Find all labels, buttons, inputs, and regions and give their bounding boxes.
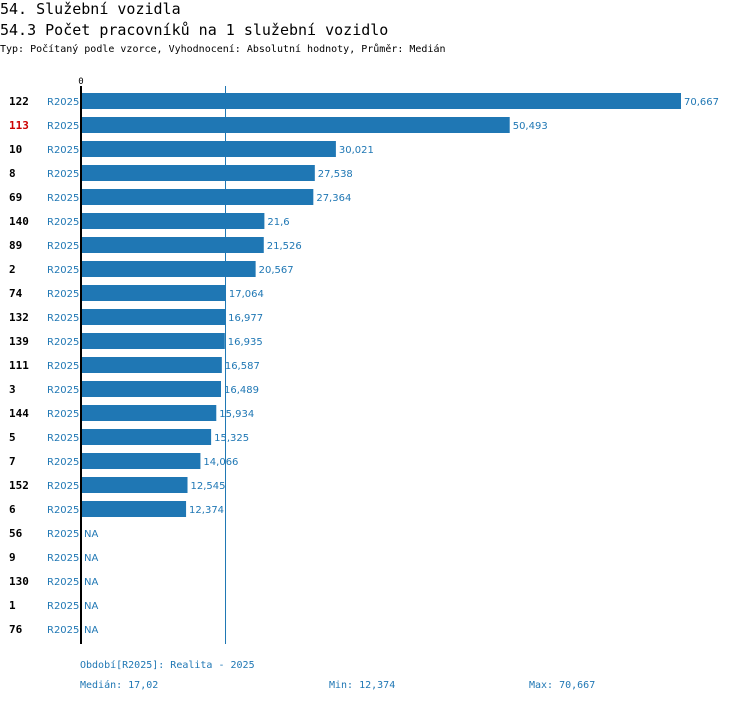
- row-period-label: R2025: [47, 577, 79, 588]
- row-period-label: R2025: [47, 481, 79, 492]
- bar: [81, 117, 510, 133]
- page-title: 54. Služební vozidla: [0, 0, 181, 18]
- row-period-label: R2025: [47, 553, 79, 564]
- bar: [81, 141, 336, 157]
- row-id-label: 5: [9, 431, 16, 444]
- bar-value-label: 27,364: [316, 193, 351, 204]
- bar: [81, 477, 188, 493]
- row-period-label: R2025: [47, 313, 79, 324]
- bar-value-label: 16,935: [228, 337, 263, 348]
- row-period-label: R2025: [47, 385, 79, 396]
- bar-value-label: NA: [84, 625, 98, 636]
- bar-value-label: 27,538: [318, 169, 353, 180]
- row-id-label: 56: [9, 527, 23, 540]
- row-period-label: R2025: [47, 265, 79, 276]
- row-period-label: R2025: [47, 217, 79, 228]
- bar: [81, 357, 222, 373]
- row-id-label: 3: [9, 383, 16, 396]
- bar-value-label: NA: [84, 577, 98, 588]
- bar-value-label: NA: [84, 529, 98, 540]
- row-id-label: 9: [9, 551, 16, 564]
- bar: [81, 285, 226, 301]
- bar-value-label: 15,325: [214, 433, 249, 444]
- row-period-label: R2025: [47, 337, 79, 348]
- bar-value-label: 14,066: [203, 457, 238, 468]
- max-stat: Max: 70,667: [529, 680, 596, 691]
- median-stat: Medián: 17,02: [80, 680, 159, 691]
- chart-title: 54.3 Počet pracovníků na 1 služební vozi…: [0, 21, 389, 39]
- row-id-label: 152: [9, 479, 29, 492]
- period-legend: Období[R2025]: Realita - 2025: [80, 660, 255, 671]
- row-id-label: 74: [9, 287, 23, 300]
- bar: [81, 261, 256, 277]
- bar-value-label: NA: [84, 553, 98, 564]
- bar-value-label: 16,977: [228, 313, 263, 324]
- bar: [81, 93, 681, 109]
- row-id-label: 122: [9, 95, 29, 108]
- row-id-label: 139: [9, 335, 29, 348]
- bar: [81, 189, 314, 205]
- bar: [81, 237, 264, 253]
- bar: [81, 429, 212, 445]
- row-id-label: 89: [9, 239, 22, 252]
- row-id-label: 8: [9, 167, 16, 180]
- row-period-label: R2025: [47, 145, 79, 156]
- bar-value-label: NA: [84, 601, 98, 612]
- row-period-label: R2025: [47, 505, 79, 516]
- row-period-label: R2025: [47, 457, 79, 468]
- row-period-label: R2025: [47, 97, 79, 108]
- bar-value-label: 20,567: [259, 265, 294, 276]
- bar-value-label: 70,667: [684, 97, 719, 108]
- bar: [81, 309, 226, 325]
- bar-value-label: 21,6: [267, 217, 289, 228]
- bar-value-label: 16,489: [224, 385, 259, 396]
- bar: [81, 333, 225, 349]
- row-id-label: 69: [9, 191, 22, 204]
- row-id-label: 1: [9, 599, 16, 612]
- row-id-label: 130: [9, 575, 29, 588]
- row-id-label: 111: [9, 359, 29, 372]
- bar: [81, 381, 222, 397]
- bar: [81, 501, 187, 517]
- row-period-label: R2025: [47, 529, 79, 540]
- min-stat: Min: 12,374: [329, 680, 396, 691]
- row-period-label: R2025: [47, 121, 79, 132]
- row-period-label: R2025: [47, 241, 79, 252]
- bar-value-label: 50,493: [513, 121, 548, 132]
- row-id-label: 7: [9, 455, 16, 468]
- row-id-label: 76: [9, 623, 23, 636]
- row-period-label: R2025: [47, 409, 79, 420]
- bar: [81, 405, 217, 421]
- row-period-label: R2025: [47, 601, 79, 612]
- row-id-label: 140: [9, 215, 29, 228]
- bar: [81, 453, 201, 469]
- bar-value-label: 30,021: [339, 145, 374, 156]
- row-id-label: 10: [9, 143, 22, 156]
- bar: [81, 213, 265, 229]
- row-id-label: 6: [9, 503, 16, 516]
- row-id-label: 144: [9, 407, 29, 420]
- row-period-label: R2025: [47, 289, 79, 300]
- bar-value-label: 21,526: [267, 241, 302, 252]
- bar-value-label: 12,545: [191, 481, 226, 492]
- row-id-label: 113: [9, 119, 29, 132]
- bar-value-label: 16,587: [225, 361, 260, 372]
- row-period-label: R2025: [47, 193, 79, 204]
- bar: [81, 165, 315, 181]
- chart-type-line: Typ: Počítaný podle vzorce, Vyhodnocení:…: [0, 44, 446, 55]
- row-id-label: 2: [9, 263, 16, 276]
- row-id-label: 132: [9, 311, 29, 324]
- bar-value-label: 15,934: [219, 409, 254, 420]
- row-period-label: R2025: [47, 433, 79, 444]
- bar-value-label: 12,374: [189, 505, 224, 516]
- bar-value-label: 17,064: [229, 289, 264, 300]
- axis-zero-label: 0: [78, 77, 83, 87]
- row-period-label: R2025: [47, 361, 79, 372]
- row-period-label: R2025: [47, 169, 79, 180]
- row-period-label: R2025: [47, 625, 79, 636]
